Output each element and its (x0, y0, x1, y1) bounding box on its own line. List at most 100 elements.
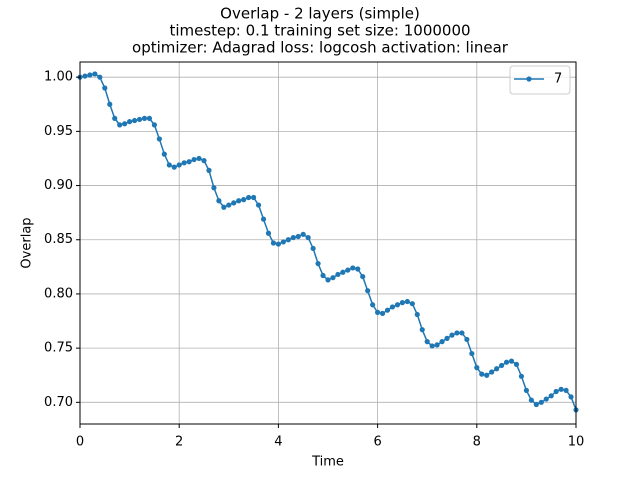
marker (285, 237, 291, 243)
marker (181, 160, 187, 166)
marker (236, 198, 242, 204)
marker (424, 339, 430, 345)
legend-label: 7 (554, 72, 562, 87)
marker (384, 307, 391, 313)
marker (543, 396, 549, 402)
marker (414, 311, 420, 318)
marker (340, 269, 346, 275)
marker (136, 116, 143, 123)
marker (251, 194, 257, 201)
chart-title: Overlap - 2 layers (simple) (220, 5, 420, 23)
x-tick-label: 10 (568, 435, 585, 450)
marker (131, 117, 138, 124)
marker (92, 71, 98, 77)
marker (489, 369, 495, 375)
marker (231, 200, 237, 206)
marker (255, 202, 262, 208)
marker (112, 115, 118, 121)
marker (479, 371, 485, 377)
marker (97, 74, 103, 80)
marker (439, 339, 445, 345)
marker (533, 401, 539, 408)
marker (538, 399, 544, 405)
x-tick-label: 2 (175, 435, 183, 450)
x-tick-label: 4 (274, 435, 282, 450)
marker (459, 330, 465, 336)
marker (553, 388, 559, 395)
marker (151, 122, 157, 128)
marker (508, 358, 515, 364)
x-tick-label: 8 (473, 435, 481, 450)
marker (350, 265, 356, 271)
marker (211, 185, 217, 191)
marker (523, 387, 530, 394)
x-axis-label: Time (311, 455, 344, 470)
marker (260, 216, 267, 222)
marker (186, 159, 192, 165)
marker (216, 198, 222, 204)
legend: 7 (509, 65, 571, 95)
marker (548, 393, 554, 399)
marker (246, 194, 252, 201)
x-tick-label: 6 (373, 435, 381, 450)
marker (419, 327, 425, 333)
plot (77, 71, 579, 413)
y-tick-label: 0.85 (44, 232, 73, 247)
marker (127, 119, 133, 125)
marker (171, 164, 177, 170)
marker (102, 85, 108, 91)
marker (469, 350, 475, 357)
marker (295, 233, 301, 240)
x-tick-label: 0 (76, 435, 84, 450)
marker (191, 156, 197, 163)
marker (122, 121, 128, 127)
y-tick-label: 1.00 (44, 70, 73, 85)
marker (206, 167, 212, 173)
marker (107, 101, 113, 107)
marker (474, 365, 480, 371)
marker (87, 72, 93, 78)
marker (196, 155, 202, 162)
marker (141, 115, 148, 121)
y-axis-label: Overlap (20, 217, 35, 268)
y-tick-label: 0.80 (44, 286, 73, 301)
y-tick-label: 0.90 (44, 178, 73, 193)
marker (310, 245, 316, 252)
marker (265, 230, 272, 236)
marker (528, 397, 534, 403)
marker (444, 335, 450, 341)
marker (370, 302, 376, 308)
marker (226, 202, 232, 208)
marker (365, 288, 371, 294)
legend-marker (526, 76, 532, 82)
marker (389, 304, 396, 310)
marker (315, 260, 321, 267)
marker (568, 394, 574, 400)
axes-frame (79, 61, 577, 425)
marker (146, 115, 153, 121)
marker (375, 309, 381, 315)
marker (275, 241, 281, 247)
marker (290, 234, 296, 241)
marker (161, 151, 167, 157)
marker (166, 162, 172, 168)
marker (464, 336, 470, 343)
marker (558, 386, 564, 392)
marker (404, 298, 410, 305)
y-tick-label: 0.95 (44, 124, 73, 139)
chart-title: timestep: 0.1 training set size: 1000000 (169, 22, 470, 40)
marker (82, 73, 88, 79)
marker (449, 332, 455, 338)
marker (360, 273, 366, 280)
marker (176, 162, 182, 168)
marker (221, 204, 227, 210)
marker (484, 372, 490, 378)
marker (434, 342, 440, 348)
marker (563, 387, 569, 394)
marker (503, 359, 510, 365)
marker (399, 300, 405, 306)
marker (394, 302, 401, 308)
marker (300, 231, 306, 237)
marker (499, 362, 505, 369)
